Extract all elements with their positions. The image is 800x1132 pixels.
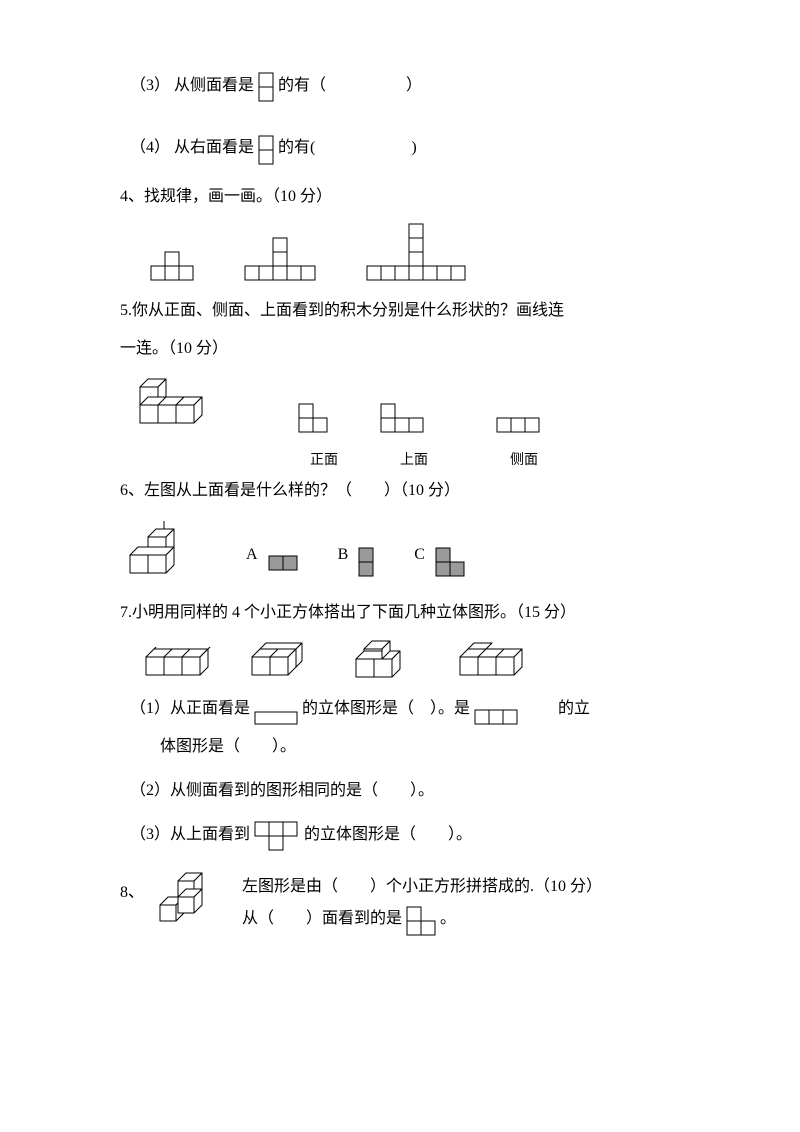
rect-1x3-icon [254, 693, 298, 725]
q6-option-C-icon [435, 545, 465, 577]
q5-shapes-row [120, 375, 700, 433]
q7-shape-1-icon [140, 647, 216, 679]
vertical-2-squares-icon [258, 133, 274, 165]
q8-num: 8、 [120, 871, 144, 909]
q5-label-side: 侧面 [510, 447, 538, 475]
q8-3d-shape-icon [154, 871, 212, 925]
q5-title1: 5.你从正面、侧面、上面看到的积木分别是什么形状的？画线连 [120, 295, 700, 327]
q7-1b: 的立体图形是（ ）。是 [302, 700, 470, 717]
pattern-shape-1-icon [150, 249, 194, 281]
q8-row: 8、 左图形是由（ ）个小正 [120, 871, 700, 935]
q4sub-suffix: 的有( ) [278, 139, 417, 156]
q7-shape-2-icon [246, 639, 320, 679]
T-shape-icon [254, 819, 300, 851]
q5-labels-row: 正面 上面 侧面 [120, 447, 700, 475]
q6-C-label: C [414, 539, 425, 571]
q8-l1: 左图形是由（ ）个小正方形拼搭成的.（10 分） [242, 871, 602, 903]
q3-suffix: 的有（ ） [278, 77, 422, 94]
q7-3-line: （3）从上面看到 的立体图形是（ ）。 [120, 819, 700, 851]
q5-3d-shape-icon [130, 375, 218, 433]
q5-view-2x1-icon [298, 401, 330, 433]
pattern-shape-2-icon [244, 237, 316, 281]
vertical-2-squares-icon [258, 70, 274, 102]
q7-1a: （1）从正面看是 [130, 700, 250, 717]
q6-option-A-icon [268, 539, 298, 571]
q7-shapes-row [140, 637, 700, 679]
q7-2: （2）从侧面看到的图形相同的是（ ）。 [120, 775, 700, 807]
L-3squares-icon [406, 904, 436, 936]
pattern-shape-3-icon [366, 223, 466, 281]
q4sub-line: （4） 从右面看是 的有( ) [120, 132, 700, 164]
q6-row: A B C [120, 521, 700, 583]
q3-line: （3） 从侧面看是 的有（ ） [120, 70, 700, 102]
q7-shape-4-icon [454, 639, 534, 679]
q4sub-prefix: （4） 从右面看是 [130, 139, 254, 156]
q7-1c: 的立 [558, 700, 590, 717]
q4-shapes-row [120, 223, 700, 281]
q5-label-front: 正面 [310, 447, 400, 475]
q7-1d: 体图形是（ ）。 [120, 731, 700, 763]
q4-title: 4、找规律，画一画。（10 分） [120, 181, 700, 213]
q6-title: 6、左图从上面看是什么样的？（ ）（10 分） [120, 475, 700, 507]
q5-view-L-icon [380, 401, 426, 433]
q8-l2b: 。 [440, 910, 456, 927]
worksheet-page: （3） 从侧面看是 的有（ ） （4） 从右面看是 的有( ) 4、找规律，画一… [0, 0, 800, 1132]
q8-text-block: 左图形是由（ ）个小正方形拼搭成的.（10 分） 从（ ）面看到的是 。 [242, 871, 602, 935]
q7-title: 7.小明用同样的 4 个小正方体搭出了下面几种立体图形。（15 分） [120, 597, 700, 629]
q5-title2: 一连。（10 分） [120, 333, 700, 365]
q6-option-B-icon [358, 545, 374, 577]
q5-label-top: 上面 [400, 447, 510, 475]
q7-1-line: （1）从正面看是 的立体图形是（ ）。是 的立 [120, 693, 700, 725]
q8-l2-line: 从（ ）面看到的是 。 [242, 903, 602, 935]
row-3-squares-icon [474, 693, 520, 725]
q3-prefix: （3） 从侧面看是 [130, 77, 254, 94]
q6-B-label: B [338, 539, 349, 571]
q7-shape-3-icon [350, 637, 424, 679]
q6-A-label: A [246, 539, 258, 571]
q5-view-3x1-icon [496, 401, 542, 433]
q7-3b: 的立体图形是（ ）。 [304, 826, 472, 843]
q8-l2a: 从（ ）面看到的是 [242, 910, 402, 927]
q7-3a: （3）从上面看到 [130, 826, 250, 843]
q6-3d-shape-icon [120, 521, 196, 583]
